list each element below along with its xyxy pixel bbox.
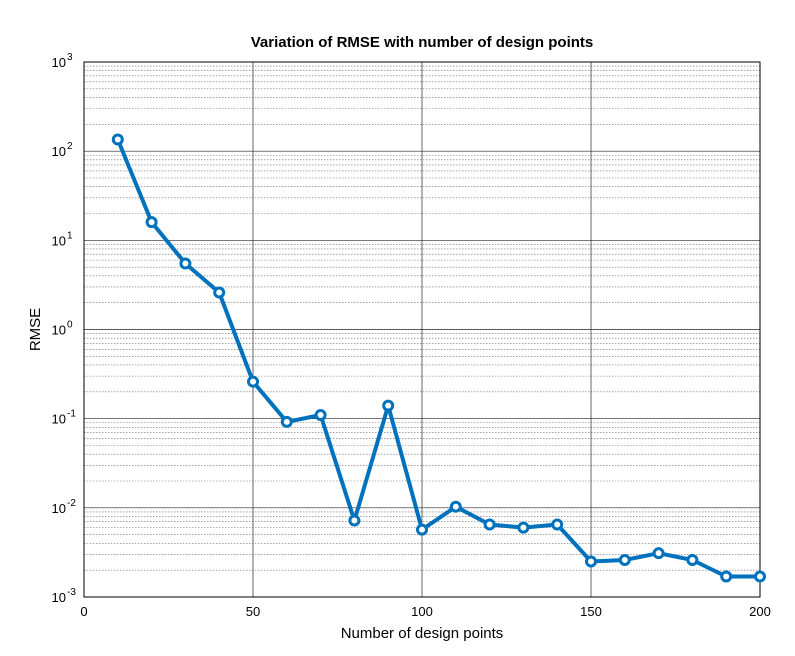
y-tick-label: 10: [52, 233, 66, 248]
y-tick-label: 10: [52, 501, 66, 516]
data-point-marker: [348, 514, 361, 527]
y-tick-label: 10: [52, 412, 66, 427]
data-point-marker: [551, 518, 564, 531]
y-tick-label: 10: [52, 144, 66, 159]
y-tick-label: 10: [52, 55, 66, 70]
x-tick-label: 100: [411, 604, 433, 619]
data-point-marker: [449, 500, 462, 513]
y-tick-exponent: 1: [67, 230, 73, 241]
data-point-marker: [585, 555, 597, 568]
data-point-marker: [483, 518, 496, 531]
data-point-marker: [111, 133, 124, 146]
plot-border: [83, 61, 761, 598]
y-axis-label: RMSE: [27, 308, 44, 351]
data-point-marker: [517, 521, 530, 534]
data-point-marker: [652, 547, 665, 560]
series-layer: [111, 133, 766, 583]
data-point-marker: [213, 286, 226, 299]
data-point-marker: [247, 375, 259, 388]
x-tick-label: 150: [580, 604, 602, 619]
y-tick-exponent: 3: [67, 52, 73, 63]
y-tick-exponent: -2: [67, 498, 76, 509]
data-point-marker: [145, 216, 158, 229]
data-point-marker: [416, 523, 428, 536]
data-point-marker: [618, 553, 631, 566]
x-axis-label: Number of design points: [341, 625, 504, 642]
data-point-marker: [280, 415, 293, 428]
y-tick-exponent: 0: [67, 320, 73, 331]
x-tick-label: 0: [80, 604, 87, 619]
y-tick-exponent: -1: [67, 409, 76, 420]
data-point-marker: [686, 553, 699, 566]
data-point-marker: [382, 399, 395, 412]
x-tick-label: 50: [246, 604, 260, 619]
y-tick-label: 10: [52, 590, 66, 605]
y-tick-exponent: -3: [67, 587, 76, 598]
data-point-marker: [720, 570, 733, 583]
y-tick-exponent: 2: [67, 141, 73, 152]
data-point-marker: [314, 408, 327, 421]
chart-title: Variation of RMSE with number of design …: [251, 34, 594, 51]
data-point-marker: [754, 570, 766, 583]
data-point-marker: [179, 257, 192, 270]
y-tick-label: 10: [52, 323, 66, 338]
x-tick-label: 200: [749, 604, 771, 619]
